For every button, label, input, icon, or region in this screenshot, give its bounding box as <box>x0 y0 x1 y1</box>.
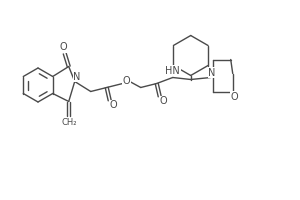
Text: O: O <box>60 43 68 52</box>
Text: N: N <box>73 72 80 82</box>
Text: N: N <box>208 68 215 77</box>
Text: O: O <box>123 75 130 86</box>
Text: HN: HN <box>165 66 180 75</box>
Text: O: O <box>110 100 118 110</box>
Text: O: O <box>231 92 238 102</box>
Text: CH₂: CH₂ <box>62 118 77 127</box>
Text: O: O <box>160 97 167 106</box>
